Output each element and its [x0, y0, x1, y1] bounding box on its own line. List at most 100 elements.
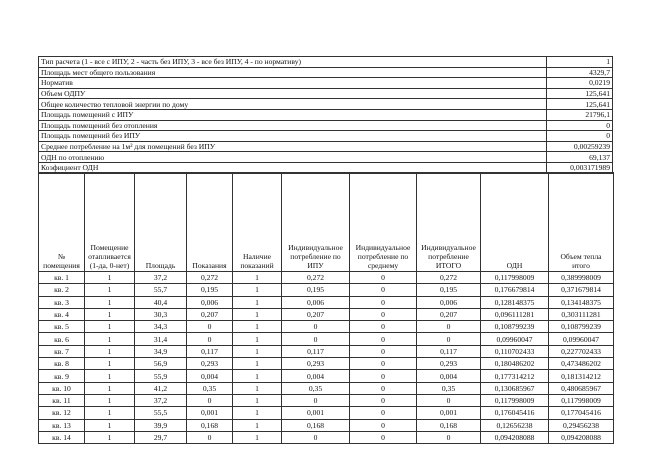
table-cell: 0,272 [416, 270, 481, 285]
summary-table: Тип расчета (1 - все с ИПУ, 2 - часть бе… [38, 56, 613, 174]
summary-label: Среднее потребление на 1м² для помещений… [38, 140, 547, 153]
summary-value: 125,641 [546, 87, 613, 100]
table-cell: 1 [232, 418, 282, 432]
table-cell: 39,9 [134, 418, 187, 432]
column-header: Индивидуальное потребление ИТОГО [416, 172, 481, 272]
table-row: кв. 11 1 37,2 0 1 0 0 0 0,117998009 0,117998009 [38, 393, 614, 408]
table-cell: 0,293 [416, 357, 481, 371]
table-cell: 55,9 [134, 369, 187, 383]
table-cell: 0 [349, 369, 417, 383]
table-row: кв. 3 1 40,4 0,006 1 0,006 0 0,006 0,128148375 0,… [38, 295, 614, 309]
table-cell: 34,9 [134, 344, 187, 359]
table-cell: 0 [186, 430, 233, 445]
summary-row: Объем ОДПУ 125,641 [38, 87, 613, 100]
table-cell: 0,293 [281, 357, 350, 371]
apartments-table: № помещения Помещение отапливается (1-да,… [38, 172, 614, 445]
table-cell: 0,108799239 [548, 320, 614, 334]
table-cell: 0,176679814 [480, 283, 549, 297]
summary-row: Площадь мест общего пользования 4329,7 [38, 66, 613, 79]
table-cell: 0,168 [186, 418, 233, 432]
summary-label: Площадь мест общего пользования [38, 66, 547, 79]
table-cell: 1 [232, 393, 282, 408]
table-cell: кв. 12 [38, 406, 85, 420]
table-cell: кв. 2 [38, 283, 85, 297]
summary-row: Площадь помещений без ИПУ 0 [38, 130, 613, 142]
table-cell: кв. 10 [38, 381, 85, 395]
table-cell: 0 [281, 430, 350, 445]
table-cell: 0 [186, 393, 233, 408]
table-cell: 0,128148375 [480, 295, 549, 309]
summary-row: Норматив 0,0219 [38, 77, 613, 89]
summary-label: Тип расчета (1 - все с ИПУ, 2 - часть бе… [38, 56, 547, 68]
table-cell: 0 [349, 406, 417, 420]
table-cell: 0,117 [416, 344, 481, 359]
column-header: Помещение отапливается (1-да, 0-нет) [84, 172, 135, 272]
table-cell: 0 [416, 430, 481, 445]
table-cell: 55,5 [134, 406, 187, 420]
table-cell: 0 [349, 393, 417, 408]
table-cell: 0,094208088 [548, 430, 614, 445]
table-cell: 0 [349, 270, 417, 285]
table-cell: 0,207 [186, 307, 233, 322]
table-cell: 1 [232, 430, 282, 445]
table-cell: 0,001 [186, 406, 233, 420]
summary-row: Среднее потребление на 1м² для помещений… [38, 140, 613, 153]
table-cell: 1 [84, 381, 135, 395]
table-cell: 1 [84, 418, 135, 432]
table-cell: 1 [232, 270, 282, 285]
table-cell: 0,303111281 [548, 307, 614, 322]
summary-label: Общее количество тепловой энергии по дом… [38, 98, 547, 110]
table-cell: 1 [84, 393, 135, 408]
column-header: Показания [186, 172, 233, 272]
table-cell: 0,134148375 [548, 295, 614, 309]
column-header: Площадь [134, 172, 187, 272]
table-cell: 0,001 [416, 406, 481, 420]
table-row: кв. 4 1 30,3 0,207 1 0,207 0 0,207 0,096111281 0,… [38, 307, 614, 322]
table-cell: 1 [84, 283, 135, 297]
table-cell: 0,130685967 [480, 381, 549, 395]
table-cell: 0,006 [281, 295, 350, 309]
table-cell: кв. 3 [38, 295, 85, 309]
table-cell: 0,389998009 [548, 270, 614, 285]
table-cell: 0,117998009 [480, 270, 549, 285]
table-cell: 0,371679814 [548, 283, 614, 297]
table-row: кв. 9 1 55,9 0,004 1 0,004 0 0,004 0,177314212 0,… [38, 369, 614, 383]
table-cell: 0,207 [416, 307, 481, 322]
table-cell: 0,001 [281, 406, 350, 420]
table-cell: 0 [349, 357, 417, 371]
table-cell: 0,006 [186, 295, 233, 309]
table-cell: 0,227702433 [548, 344, 614, 359]
table-cell: 0 [349, 344, 417, 359]
summary-value: 4329,7 [546, 66, 613, 79]
table-cell: 37,2 [134, 393, 187, 408]
table-cell: 0,195 [416, 283, 481, 297]
table-cell: 56,9 [134, 357, 187, 371]
table-cell: кв. 4 [38, 307, 85, 322]
summary-value: 125,641 [546, 98, 613, 110]
summary-value: 0,00259239 [546, 140, 613, 153]
table-cell: кв. 6 [38, 332, 85, 346]
summary-label: Площадь помещений без отопления [38, 119, 547, 132]
table-row: кв. 2 1 55,7 0,195 1 0,195 0 0,195 0,176679814 0,… [38, 283, 614, 297]
table-row: кв. 8 1 56,9 0,293 1 0,293 0 0,293 0,180486202 0,… [38, 357, 614, 371]
table-cell: 0,35 [281, 381, 350, 395]
table-cell: 0,177314212 [480, 369, 549, 383]
table-cell: 1 [232, 332, 282, 346]
table-cell: кв. 7 [38, 344, 85, 359]
table-cell: 0,117998009 [480, 393, 549, 408]
table-cell: 0,293 [186, 357, 233, 371]
summary-row: Тип расчета (1 - все с ИПУ, 2 - часть бе… [38, 56, 613, 68]
table-cell: 1 [84, 295, 135, 309]
summary-row: Общее количество тепловой энергии по дом… [38, 98, 613, 110]
table-cell: 0 [416, 332, 481, 346]
summary-label: ОДН по отоплению [38, 151, 547, 163]
table-cell: 0,004 [281, 369, 350, 383]
table-cell: 0,108799239 [480, 320, 549, 334]
table-cell: 37,2 [134, 270, 187, 285]
table-cell: 0 [416, 320, 481, 334]
table-cell: 0,168 [416, 418, 481, 432]
table-row: кв. 10 1 41,2 0,35 1 0,35 0 0,35 0,130685967 0,48… [38, 381, 614, 395]
table-cell: 0,168 [281, 418, 350, 432]
table-cell: 0,207 [281, 307, 350, 322]
table-cell: кв. 14 [38, 430, 85, 445]
